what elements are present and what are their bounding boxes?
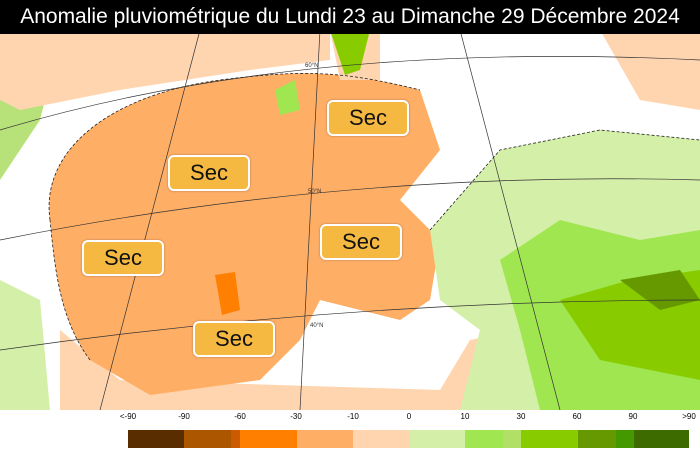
legend-tick: 0: [406, 412, 412, 421]
legend-swatch: [409, 430, 465, 448]
dry-label-iberia: Sec: [193, 321, 275, 357]
legend-swatch: [184, 430, 231, 448]
legend-swatch: [521, 430, 578, 448]
dry-label-north-sea: Sec: [327, 100, 409, 136]
legend-swatch: [128, 430, 184, 448]
legend-tick: <-90: [119, 412, 137, 421]
precipitation-anomaly-map: 60°N 50°N 40°N: [0, 29, 700, 410]
dry-label-atlantic-north: Sec: [168, 155, 250, 191]
legend-swatch: [616, 430, 634, 448]
legend-swatch: [353, 430, 409, 448]
color-legend: <-90 -90 -60 -30 -10 0 10 30 60 90 >90: [100, 410, 700, 450]
legend-tick: -60: [234, 412, 246, 421]
legend-ticks: <-90 -90 -60 -30 -10 0 10 30 60 90 >90: [100, 412, 700, 424]
dry-label-atlantic-west: Sec: [82, 240, 164, 276]
legend-tick: 90: [628, 412, 638, 421]
legend-swatch: [634, 430, 689, 448]
map-title: Anomalie pluviométrique du Lundi 23 au D…: [0, 0, 700, 34]
graticule-label-40n: 40°N: [310, 323, 323, 329]
dry-zone: [49, 73, 441, 395]
legend-color-bar: [128, 430, 689, 448]
legend-tick: -90: [178, 412, 190, 421]
legend-tick: 10: [460, 412, 470, 421]
graticule-label-60n: 60°N: [305, 63, 318, 69]
legend-swatch: [578, 430, 616, 448]
legend-swatch: [465, 430, 503, 448]
legend-tick: 60: [572, 412, 582, 421]
legend-swatch: [503, 430, 521, 448]
legend-swatch: [297, 430, 353, 448]
graticule: [0, 29, 700, 410]
legend-swatch: [231, 430, 240, 448]
slightly-dry-zone: [0, 30, 330, 110]
graticule-label-50n: 50°N: [308, 189, 321, 195]
dry-label-france: Sec: [320, 224, 402, 260]
legend-tick: -10: [347, 412, 359, 421]
legend-tick: >90: [682, 412, 696, 421]
legend-swatch: [240, 430, 297, 448]
legend-tick: -30: [290, 412, 302, 421]
legend-tick: 30: [516, 412, 526, 421]
